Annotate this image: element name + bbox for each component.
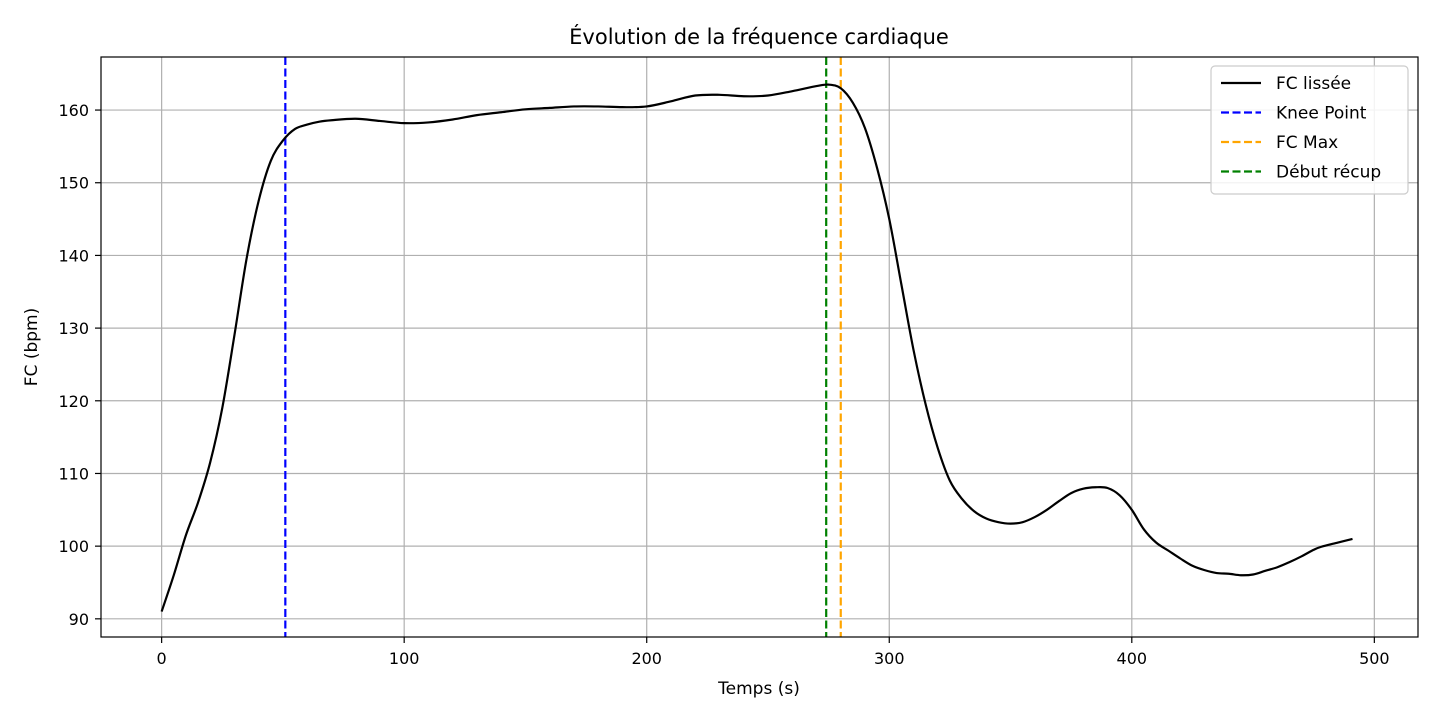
plot-frame <box>100 56 1419 638</box>
legend-label: FC Max <box>1276 133 1338 153</box>
y-tick-label: 150 <box>58 174 89 193</box>
y-tick-label: 160 <box>58 101 89 120</box>
y-tick-label: 130 <box>58 319 89 338</box>
grid-lines <box>101 57 1418 637</box>
y-tick-label: 100 <box>58 537 89 556</box>
series-layer <box>160 83 1353 612</box>
vertical-marker-lines <box>284 57 842 637</box>
legend-label: FC lissée <box>1276 74 1351 94</box>
y-tick-label: 110 <box>58 464 89 483</box>
heart-rate-series-line <box>160 83 1353 612</box>
y-tick-label: 120 <box>58 392 89 411</box>
y-tick-label: 140 <box>58 246 89 265</box>
x-tick-label: 200 <box>631 649 662 668</box>
chart-title: Évolution de la fréquence cardiaque <box>569 24 949 49</box>
y-tick-label: 90 <box>69 610 89 629</box>
x-tick-label: 400 <box>1117 649 1148 668</box>
x-tick-label: 100 <box>389 649 420 668</box>
y-axis-label: FC (bpm) <box>22 308 42 386</box>
y-axis-ticks: 90 100 110 120 130 140 150 160 <box>58 101 101 629</box>
legend: FC lissée Knee Point FC Max Début récup <box>1210 65 1409 195</box>
x-axis-label: Temps (s) <box>717 679 800 699</box>
legend-box <box>1210 65 1409 195</box>
x-tick-label: 0 <box>157 649 167 668</box>
legend-label: Début récup <box>1276 163 1381 183</box>
x-tick-label: 500 <box>1359 649 1390 668</box>
legend-label: Knee Point <box>1276 104 1367 124</box>
x-tick-label: 300 <box>874 649 905 668</box>
x-axis-ticks: 0 100 200 300 400 500 <box>157 637 1390 668</box>
